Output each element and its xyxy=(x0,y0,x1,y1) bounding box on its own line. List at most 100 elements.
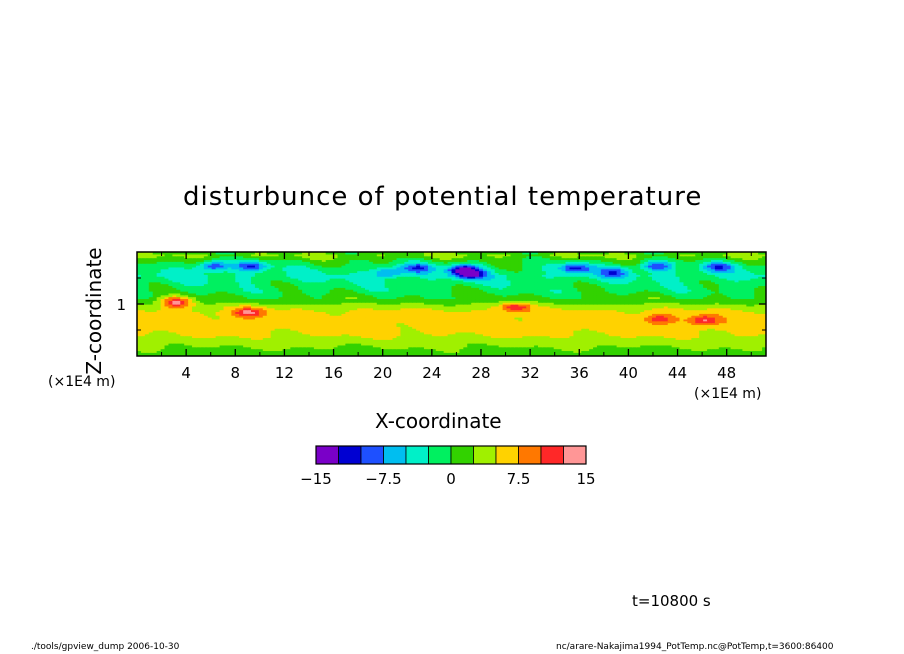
field-cell xyxy=(738,354,744,356)
field-cell xyxy=(278,335,284,339)
field-cell xyxy=(490,322,496,326)
field-cell xyxy=(176,335,181,339)
field-cell xyxy=(286,322,291,326)
field-cell xyxy=(148,302,154,305)
field-cell xyxy=(333,320,339,324)
field-cell xyxy=(168,343,173,346)
field-cell xyxy=(416,305,421,309)
field-cell xyxy=(258,348,264,352)
field-cell xyxy=(447,304,453,307)
field-cell xyxy=(608,315,614,318)
field-cell xyxy=(396,304,401,307)
field-cell xyxy=(687,300,692,303)
field-cell xyxy=(616,315,622,318)
field-cell xyxy=(306,320,311,324)
field-cell xyxy=(451,298,457,301)
field-cell xyxy=(140,348,146,352)
field-cell xyxy=(608,343,614,346)
field-cell xyxy=(628,320,633,324)
field-cell xyxy=(184,307,189,311)
field-cell xyxy=(510,328,515,331)
field-cell xyxy=(651,335,657,339)
field-cell xyxy=(144,300,150,303)
field-cell xyxy=(435,348,441,352)
field-cell xyxy=(254,354,260,356)
field-cell xyxy=(754,354,759,356)
field-cell xyxy=(506,330,512,333)
field-cell xyxy=(235,307,240,311)
field-cell xyxy=(376,313,382,316)
field-cell xyxy=(632,350,637,353)
field-cell xyxy=(577,317,582,320)
field-cell xyxy=(730,343,736,346)
field-cell xyxy=(199,328,205,331)
field-cell xyxy=(498,311,504,314)
field-cell xyxy=(199,333,205,337)
field-cell xyxy=(482,305,488,309)
field-cell xyxy=(290,352,295,355)
field-cell xyxy=(718,348,724,352)
field-cell xyxy=(184,341,189,344)
field-cell xyxy=(608,352,614,355)
field-cell xyxy=(498,318,504,322)
field-cell xyxy=(231,331,236,335)
field-cell xyxy=(522,313,527,316)
field-cell xyxy=(384,309,390,313)
field-cell xyxy=(707,322,712,326)
field-cell xyxy=(254,326,260,329)
field-cell xyxy=(718,335,724,339)
field-cell xyxy=(306,328,311,331)
field-cell xyxy=(569,343,574,346)
field-cell xyxy=(707,328,712,331)
field-cell xyxy=(286,315,291,318)
field-cell xyxy=(451,309,457,313)
field-cell xyxy=(549,318,555,322)
field-cell xyxy=(518,315,523,318)
field-cell xyxy=(266,348,272,352)
field-cell xyxy=(329,337,335,340)
field-cell xyxy=(227,304,232,307)
field-cell xyxy=(593,317,598,320)
field-cell xyxy=(215,305,221,309)
field-cell xyxy=(714,335,720,339)
field-cell xyxy=(412,313,417,316)
field-cell xyxy=(309,350,315,353)
field-cell xyxy=(309,317,315,320)
field-cell xyxy=(278,315,284,318)
field-cell xyxy=(266,337,272,340)
field-cell xyxy=(581,304,586,307)
field-cell xyxy=(644,318,649,322)
field-cell xyxy=(278,341,284,344)
field-cell xyxy=(608,333,614,337)
field-cell xyxy=(746,330,751,333)
field-cell xyxy=(282,344,287,348)
field-cell xyxy=(561,350,567,353)
field-cell xyxy=(738,343,744,346)
field-cell xyxy=(636,341,641,344)
field-cell xyxy=(459,343,464,346)
field-cell xyxy=(738,300,744,303)
field-cell xyxy=(738,341,744,344)
field-cell xyxy=(349,348,354,352)
field-cell xyxy=(235,315,240,318)
field-cell xyxy=(730,339,736,342)
field-cell xyxy=(380,335,386,339)
field-cell xyxy=(137,313,142,316)
field-cell xyxy=(506,313,512,316)
field-cell xyxy=(518,320,523,324)
field-cell xyxy=(388,343,394,346)
field-cell xyxy=(349,337,354,340)
field-cell xyxy=(140,322,146,326)
field-cell xyxy=(176,333,181,337)
field-cell xyxy=(620,326,626,329)
field-cell xyxy=(467,328,472,331)
field-cell xyxy=(726,352,732,355)
field-cell xyxy=(333,354,339,356)
field-cell xyxy=(266,354,272,356)
field-cell xyxy=(608,305,614,309)
field-cell xyxy=(325,333,331,337)
field-cell xyxy=(231,305,236,309)
field-cell xyxy=(750,302,755,305)
field-cell xyxy=(640,352,645,355)
field-cell xyxy=(746,298,751,301)
